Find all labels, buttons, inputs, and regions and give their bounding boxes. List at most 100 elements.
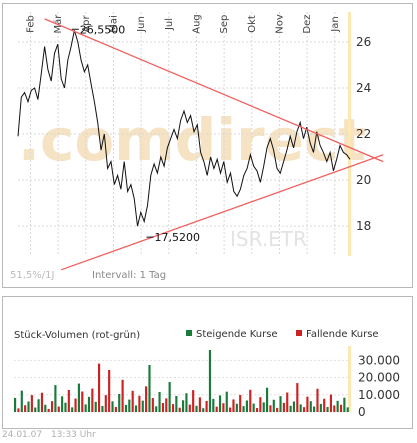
volume-bar bbox=[151, 398, 154, 412]
annotation-label: 17,5200 bbox=[154, 231, 200, 244]
volume-bar bbox=[14, 397, 17, 412]
volume-bar bbox=[306, 396, 309, 412]
volume-bar bbox=[302, 407, 306, 412]
volume-bar bbox=[145, 386, 148, 412]
volume-bar bbox=[188, 404, 191, 412]
x-tick-label: Feb bbox=[25, 15, 36, 33]
volume-bar bbox=[101, 405, 104, 412]
volume-bar bbox=[40, 392, 44, 412]
legend-swatch bbox=[296, 330, 302, 336]
volume-bar bbox=[286, 392, 289, 412]
volume-bar bbox=[108, 369, 111, 412]
x-tick-label: Nov bbox=[274, 14, 285, 34]
y-tick-label: 26 bbox=[356, 35, 371, 49]
footer-time: 13:33 Uhr bbox=[50, 430, 96, 440]
volume-bar bbox=[323, 398, 326, 412]
volume-bar bbox=[255, 408, 259, 412]
volume-bar bbox=[158, 392, 161, 412]
volume-bar bbox=[262, 402, 265, 412]
x-tick-label: Jul bbox=[164, 18, 175, 31]
volume-bar bbox=[44, 404, 47, 412]
volume-bar bbox=[208, 350, 212, 412]
volume-axis-bar bbox=[348, 346, 351, 412]
volume-bar bbox=[309, 401, 312, 412]
volume-bar bbox=[249, 389, 252, 412]
footer-date: 24.01.07 bbox=[2, 430, 43, 440]
volume-bar bbox=[124, 404, 128, 412]
volume-bar bbox=[202, 408, 205, 412]
volume-bar bbox=[316, 388, 319, 412]
volume-y-tick-label: 30.000 bbox=[358, 353, 400, 367]
volume-bar bbox=[57, 406, 60, 412]
volume-bar bbox=[299, 404, 302, 412]
watermark-text: .comdirect bbox=[18, 106, 366, 174]
legend-swatch bbox=[186, 330, 192, 336]
volume-bar bbox=[37, 399, 40, 412]
volume-bar bbox=[171, 404, 175, 412]
volume-bar bbox=[235, 403, 238, 412]
volume-bar bbox=[232, 399, 235, 412]
y-tick-label: 20 bbox=[356, 173, 371, 187]
volume-bar bbox=[242, 406, 245, 412]
volume-bar bbox=[111, 401, 114, 412]
volume-bar bbox=[333, 405, 336, 412]
volume-bar bbox=[138, 395, 141, 412]
volume-bar bbox=[54, 385, 57, 412]
x-tick-label: Aug bbox=[191, 14, 202, 34]
volume-bar bbox=[27, 401, 30, 412]
trendline bbox=[60, 154, 384, 271]
volume-bar bbox=[175, 395, 178, 412]
volume-bar bbox=[71, 407, 74, 412]
x-tick-label: Sep bbox=[219, 15, 230, 34]
volume-bar bbox=[161, 403, 164, 412]
volume-bar bbox=[74, 398, 77, 412]
volume-bar bbox=[192, 390, 195, 412]
volume-bar bbox=[225, 391, 228, 412]
volume-bar bbox=[195, 405, 198, 412]
volume-bar bbox=[131, 390, 134, 412]
footer: 24.01.07 13:33 Uhr bbox=[2, 430, 102, 440]
volume-bar bbox=[296, 383, 299, 412]
volume-bar bbox=[272, 399, 275, 412]
y-tick-label: 22 bbox=[356, 127, 371, 141]
volume-bar bbox=[84, 404, 87, 412]
volume-bar bbox=[343, 397, 346, 412]
interval-label: Intervall: 1 Tag bbox=[92, 270, 166, 281]
volume-bar bbox=[279, 396, 282, 412]
volume-bar bbox=[182, 400, 185, 412]
volume-bar bbox=[168, 382, 171, 412]
volume-bar bbox=[212, 398, 215, 412]
volume-bar bbox=[326, 407, 329, 412]
volume-bar bbox=[98, 363, 101, 412]
volume-bar bbox=[104, 395, 107, 412]
volume-bar bbox=[185, 393, 188, 412]
volume-bar bbox=[336, 400, 339, 412]
volume-bar bbox=[17, 408, 20, 412]
x-tick-label: Dez bbox=[302, 14, 313, 33]
x-tick-label: Mai bbox=[108, 15, 119, 33]
annotation-label: 26,5500 bbox=[80, 23, 126, 36]
volume-bar bbox=[87, 396, 91, 412]
volume-bar bbox=[134, 405, 138, 412]
volume-bar bbox=[24, 405, 27, 412]
volume-bar bbox=[178, 407, 181, 412]
volume-bar bbox=[313, 406, 316, 412]
volume-bar bbox=[339, 404, 343, 412]
volume-bar bbox=[118, 393, 121, 412]
volume-bar bbox=[141, 400, 144, 412]
y-tick-label: 18 bbox=[356, 219, 371, 233]
volume-y-tick-label: 0 bbox=[358, 405, 366, 419]
volume-bar bbox=[50, 401, 54, 412]
x-tick-label: Jan bbox=[330, 16, 341, 32]
volume-bar bbox=[329, 394, 332, 412]
volume-bar bbox=[282, 402, 285, 412]
volume-title: Stück-Volumen (rot-grün) bbox=[14, 330, 140, 341]
volume-bar bbox=[30, 395, 33, 412]
volume-bar bbox=[252, 403, 255, 412]
x-tick-label: Mär bbox=[53, 14, 64, 34]
price-line bbox=[17, 30, 351, 227]
volume-bar bbox=[245, 400, 248, 412]
volume-bar bbox=[205, 400, 208, 412]
volume-bar bbox=[346, 407, 349, 412]
x-tick-label: Okt bbox=[247, 15, 258, 33]
